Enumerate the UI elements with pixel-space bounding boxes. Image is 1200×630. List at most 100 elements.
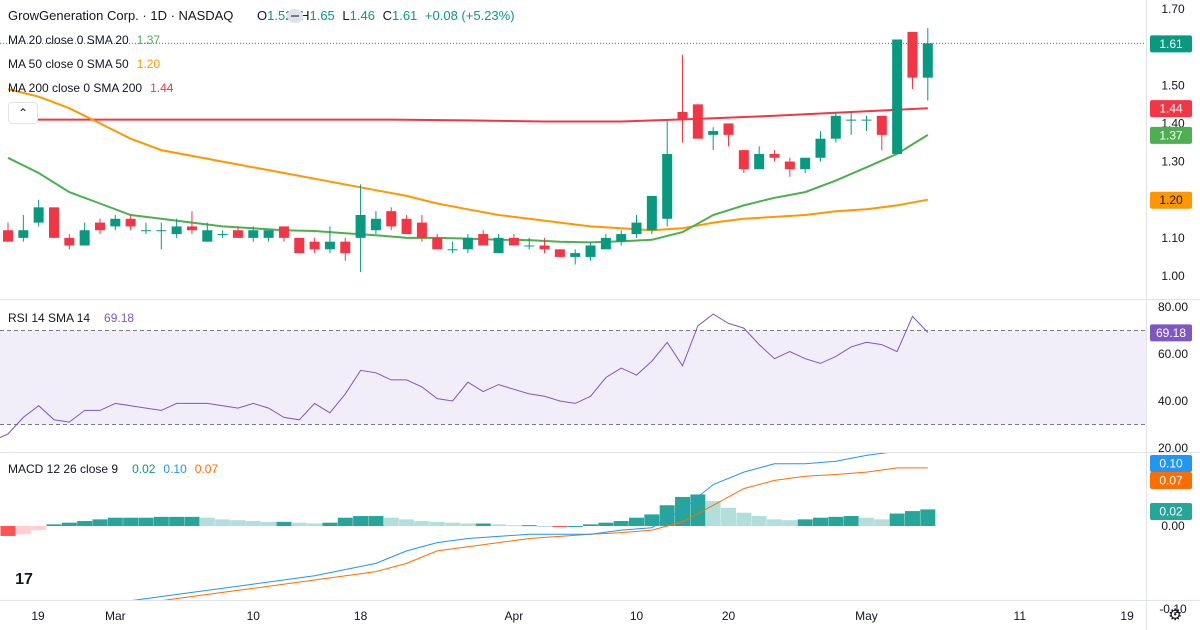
candle[interactable]: [79, 222, 90, 246]
candle-body: [539, 245, 550, 250]
candle[interactable]: [646, 195, 657, 235]
candle[interactable]: [554, 249, 565, 257]
ma50-legend[interactable]: MA 50 close 0 SMA 50 1.20: [8, 56, 160, 72]
date-tick-label: 19: [31, 609, 45, 623]
macd-histogram-bar: [215, 519, 231, 526]
candle[interactable]: [186, 211, 197, 235]
candle[interactable]: [386, 207, 397, 231]
candle[interactable]: [355, 184, 366, 273]
macd-histogram-bar: [675, 496, 691, 526]
candle[interactable]: [907, 31, 918, 90]
candle[interactable]: [340, 237, 351, 261]
candle[interactable]: [769, 150, 780, 162]
candle[interactable]: [493, 234, 504, 254]
candle[interactable]: [616, 230, 627, 246]
candle[interactable]: [294, 237, 305, 254]
candle[interactable]: [508, 234, 519, 246]
macd-histogram-bar: [307, 523, 323, 526]
macd-signal-badge: 0.07: [1150, 472, 1192, 489]
candle-body: [232, 230, 243, 238]
gear-icon[interactable]: ⚙: [1168, 607, 1183, 624]
candle[interactable]: [217, 230, 228, 238]
candle[interactable]: [846, 111, 857, 135]
candle[interactable]: [892, 39, 903, 154]
candle[interactable]: [631, 214, 642, 238]
candle[interactable]: [876, 115, 887, 151]
date-tick-label: 20: [722, 609, 736, 623]
macd-histogram-bar: [245, 521, 261, 526]
candle[interactable]: [401, 214, 412, 235]
macd-line-value: 0.10: [163, 462, 187, 476]
candle[interactable]: [94, 218, 105, 235]
candle[interactable]: [815, 131, 826, 162]
candle[interactable]: [677, 54, 688, 143]
candle[interactable]: [478, 230, 489, 246]
candle[interactable]: [309, 237, 320, 254]
candle[interactable]: [600, 234, 611, 250]
candle[interactable]: [539, 237, 550, 254]
tradingview-logo[interactable]: 17: [8, 567, 40, 593]
candle-body: [94, 222, 105, 231]
candle[interactable]: [125, 214, 136, 231]
candle-body: [462, 237, 473, 250]
candle-body: [48, 207, 59, 238]
candle[interactable]: [156, 222, 167, 250]
ma20-badge-text: 1.37: [1159, 128, 1183, 142]
candle[interactable]: [33, 199, 44, 227]
ma200-legend[interactable]: MA 200 close 0 SMA 200 1.44: [8, 80, 173, 96]
date-tick-label: 19: [1120, 609, 1134, 623]
candle[interactable]: [202, 222, 213, 242]
candle[interactable]: [830, 111, 841, 143]
macd-histogram-bar: [276, 521, 292, 526]
candle[interactable]: [3, 222, 13, 242]
candle[interactable]: [738, 150, 749, 174]
macd-legend[interactable]: MACD 12 26 close 9 0.02 0.10 0.07: [8, 461, 218, 477]
candle[interactable]: [662, 119, 673, 227]
candle[interactable]: [692, 104, 703, 139]
macd-histogram-bar: [46, 524, 62, 526]
macd-histogram-bar: [629, 517, 645, 526]
candle[interactable]: [432, 234, 443, 250]
macd-histogram-bar: [843, 516, 859, 526]
candle[interactable]: [585, 241, 596, 261]
candle[interactable]: [110, 214, 121, 231]
candle[interactable]: [140, 222, 151, 235]
collapse-legend-button[interactable]: ⌃: [8, 102, 38, 124]
macd-histogram-bar: [322, 522, 338, 526]
rsi-legend[interactable]: RSI 14 SMA 14 69.18: [8, 310, 134, 326]
candle[interactable]: [723, 123, 734, 147]
candle[interactable]: [18, 214, 29, 242]
candle[interactable]: [232, 226, 243, 238]
macd-histogram-bar: [0, 526, 16, 536]
macd-histogram-bar: [383, 517, 399, 526]
ma20-legend[interactable]: MA 20 close 0 SMA 20 1.37: [8, 32, 160, 48]
candle[interactable]: [171, 218, 182, 238]
ma20-badge-bg: [1150, 126, 1192, 144]
candle[interactable]: [922, 28, 933, 101]
candle[interactable]: [447, 241, 458, 254]
candle[interactable]: [861, 115, 872, 132]
candle[interactable]: [754, 146, 765, 170]
candle[interactable]: [248, 226, 259, 242]
candle[interactable]: [263, 230, 274, 242]
candle[interactable]: [784, 157, 795, 177]
candle[interactable]: [64, 234, 75, 250]
candle[interactable]: [462, 234, 473, 254]
hide-indicators-button[interactable]: [287, 9, 303, 23]
macd-histogram-bar: [337, 517, 353, 526]
candle[interactable]: [324, 226, 335, 254]
candle-body: [692, 104, 703, 139]
ma50-badge-bg: [1150, 191, 1192, 209]
macd-tick-label: -0.10: [1159, 602, 1187, 616]
symbol-title[interactable]: GrowGeneration Corp. · 1D · NASDAQ: [8, 8, 234, 23]
candle[interactable]: [370, 211, 381, 235]
candle[interactable]: [416, 214, 427, 242]
candle[interactable]: [278, 226, 289, 242]
candle[interactable]: [48, 207, 59, 238]
candle[interactable]: [800, 157, 811, 174]
candle[interactable]: [524, 237, 535, 250]
candle[interactable]: [570, 249, 581, 265]
candle[interactable]: [708, 127, 719, 151]
macd-histogram-bar: [920, 509, 936, 526]
